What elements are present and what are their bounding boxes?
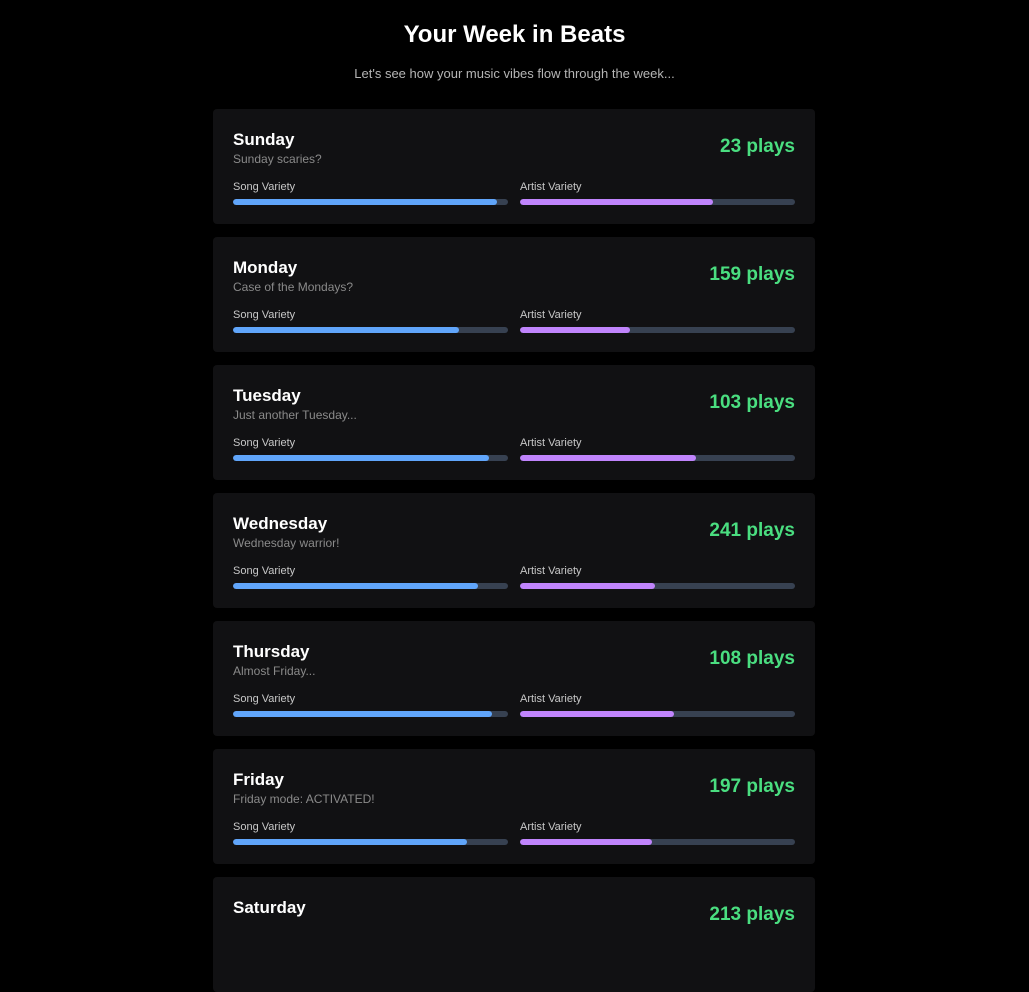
day-name: Saturday bbox=[233, 898, 306, 917]
play-count: 241 plays bbox=[709, 520, 795, 541]
day-name: Sunday bbox=[233, 130, 295, 149]
day-name: Wednesday bbox=[233, 514, 328, 533]
bar-label: Artist Variety bbox=[520, 181, 582, 193]
bar-track bbox=[520, 455, 795, 461]
play-count: 159 plays bbox=[709, 264, 795, 285]
day-subtitle: Case of the Mondays? bbox=[233, 280, 354, 294]
day-name: Tuesday bbox=[233, 386, 301, 405]
day-name: Thursday bbox=[233, 642, 310, 661]
day-card: Thursday Almost Friday... 108 plays Song Va… bbox=[213, 621, 815, 736]
bar-track bbox=[520, 583, 795, 589]
day-name: Monday bbox=[233, 258, 298, 277]
play-count: 23 plays bbox=[720, 136, 795, 157]
bar-label: Artist Variety bbox=[520, 565, 582, 577]
day-subtitle: Friday mode: ACTIVATED! bbox=[233, 792, 375, 806]
bar-label: Artist Variety bbox=[520, 821, 582, 833]
bar-label: Song Variety bbox=[233, 821, 296, 833]
day-card: Sunday Sunday scaries? 23 plays Song Variet… bbox=[213, 109, 815, 224]
play-count: 108 plays bbox=[709, 648, 795, 669]
day-subtitle: Sunday scaries? bbox=[233, 152, 322, 166]
variety-bar bbox=[520, 199, 713, 205]
page-subtitle: Let's see how your music vibes flow thro… bbox=[354, 66, 675, 81]
bar-label: Artist Variety bbox=[520, 309, 582, 321]
bar-track bbox=[233, 839, 508, 845]
day-subtitle: Almost Friday... bbox=[233, 664, 316, 678]
bar-label: Song Variety bbox=[233, 693, 296, 705]
variety-bar bbox=[520, 839, 652, 845]
play-count: 103 plays bbox=[709, 392, 795, 413]
bar-track bbox=[233, 199, 508, 205]
variety-bar bbox=[233, 199, 497, 205]
bar-track bbox=[233, 327, 508, 333]
day-name: Friday bbox=[233, 770, 285, 789]
day-card: Monday Case of the Mondays? 159 plays Song … bbox=[213, 237, 815, 352]
day-card: Friday Friday mode: ACTIVATED! 197 plays So… bbox=[213, 749, 815, 864]
bar-label: Artist Variety bbox=[520, 437, 582, 449]
variety-bar bbox=[233, 327, 459, 333]
bar-label: Song Variety bbox=[233, 309, 296, 321]
day-card: Tuesday Just another Tuesday... 103 plays S… bbox=[213, 365, 815, 480]
variety-bar bbox=[233, 583, 478, 589]
page: Your Week in Beats Let's see how your mu… bbox=[213, 21, 815, 992]
bar-track bbox=[520, 839, 795, 845]
bar-track bbox=[520, 327, 795, 333]
play-count: 197 plays bbox=[709, 776, 795, 797]
day-card: Wednesday Wednesday warrior! 241 plays Song… bbox=[213, 493, 815, 608]
variety-bar bbox=[233, 839, 467, 845]
variety-bar bbox=[520, 455, 696, 461]
bar-label: Song Variety bbox=[233, 181, 296, 193]
bar-label: Artist Variety bbox=[520, 693, 582, 705]
play-count: 213 plays bbox=[709, 904, 795, 925]
day-card: Saturday 213 plays bbox=[213, 877, 815, 992]
bar-track bbox=[233, 583, 508, 589]
bar-track bbox=[520, 199, 795, 205]
variety-bar bbox=[233, 455, 489, 461]
bar-label: Song Variety bbox=[233, 565, 296, 577]
bar-track bbox=[520, 711, 795, 717]
bar-track bbox=[233, 455, 508, 461]
bar-track bbox=[233, 711, 508, 717]
variety-bar bbox=[520, 327, 630, 333]
bar-label: Song Variety bbox=[233, 437, 296, 449]
variety-bar bbox=[233, 711, 492, 717]
page-title: Your Week in Beats bbox=[403, 21, 626, 48]
variety-bar bbox=[520, 711, 674, 717]
day-subtitle: Wednesday warrior! bbox=[233, 536, 340, 550]
variety-bar bbox=[520, 583, 655, 589]
day-subtitle: Just another Tuesday... bbox=[233, 408, 357, 422]
